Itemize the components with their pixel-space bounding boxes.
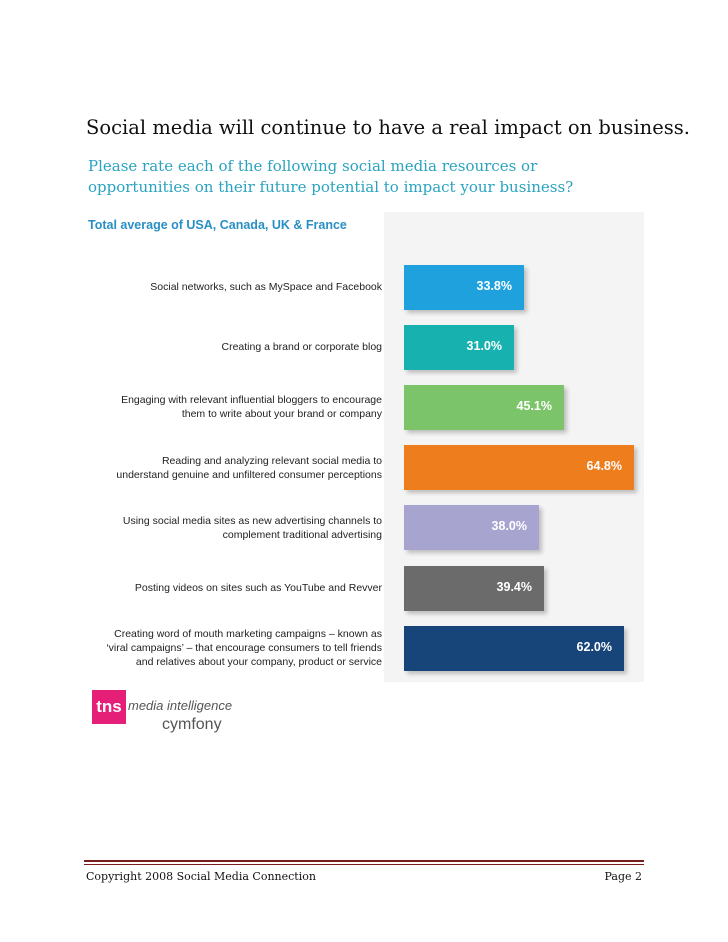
- bar: 45.1%: [404, 384, 564, 430]
- bar: 39.4%: [404, 565, 544, 611]
- bar-value-label: 33.8%: [476, 278, 512, 293]
- chart-subtitle: Total average of USA, Canada, UK & Franc…: [88, 218, 347, 232]
- bar: 33.8%: [404, 264, 524, 310]
- bar: 38.0%: [404, 505, 539, 551]
- survey-question: Please rate each of the following social…: [88, 157, 574, 196]
- footer-divider: [84, 860, 644, 862]
- category-label: Using social media sites as new advertis…: [122, 514, 382, 541]
- category-label: Engaging with relevant influential blogg…: [121, 394, 382, 421]
- category-label: Posting videos on sites such as YouTube …: [134, 582, 382, 594]
- category-label: Reading and analyzing relevant social me…: [116, 454, 382, 481]
- footer-copyright: Copyright 2008 Social Media Connection: [86, 870, 316, 883]
- bar-chart: Total average of USA, Canada, UK & Franc…: [84, 212, 644, 682]
- bar-value-label: 31.0%: [466, 338, 502, 353]
- category-label: Social networks, such as MySpace and Fac…: [150, 281, 382, 293]
- tns-cymfony-logo: tns media intelligence cymfony: [92, 690, 242, 740]
- logo-cymfony-text: cymfony: [162, 716, 222, 733]
- footer-divider-thin: [84, 864, 644, 865]
- tns-logo-mark: tns: [92, 690, 126, 724]
- category-label: Creating word of mouth marketing campaig…: [106, 628, 382, 669]
- bar-value-label: 45.1%: [516, 398, 552, 413]
- bar-value-label: 39.4%: [496, 579, 532, 594]
- bar-value-label: 38.0%: [491, 519, 527, 534]
- bar: 62.0%: [404, 625, 624, 671]
- logo-media-intelligence-text: media intelligence: [128, 698, 233, 713]
- page-headline: Social media will continue to have a rea…: [86, 116, 690, 139]
- category-label: Creating a brand or corporate blog: [221, 341, 382, 354]
- bar-value-label: 62.0%: [576, 639, 612, 654]
- bar: 31.0%: [404, 324, 514, 370]
- bar-value-label: 64.8%: [586, 459, 622, 474]
- footer-page-number: Page 2: [604, 870, 642, 883]
- bar: 64.8%: [404, 445, 634, 491]
